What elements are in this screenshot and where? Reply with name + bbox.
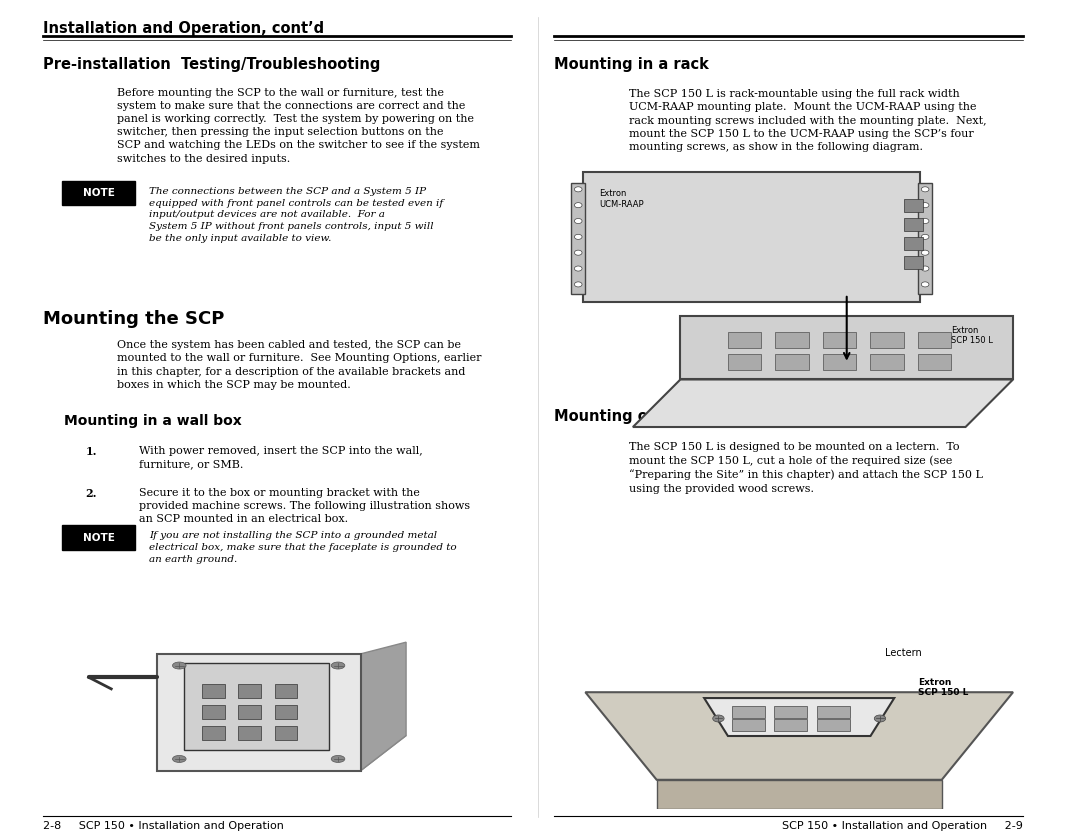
- Bar: [274, 706, 297, 719]
- Circle shape: [921, 203, 929, 208]
- FancyBboxPatch shape: [62, 525, 135, 550]
- Circle shape: [921, 234, 929, 239]
- Bar: [202, 726, 225, 741]
- Bar: [239, 706, 261, 719]
- Bar: [823, 332, 856, 348]
- Bar: [918, 332, 951, 348]
- Text: Extron
UCM-RAAP: Extron UCM-RAAP: [599, 189, 645, 208]
- Text: Mounting the SCP: Mounting the SCP: [42, 310, 224, 329]
- Circle shape: [713, 715, 724, 722]
- Bar: [728, 332, 761, 348]
- Bar: [239, 726, 261, 741]
- Text: Once the system has been cabled and tested, the SCP can be
mounted to the wall o: Once the system has been cabled and test…: [118, 340, 482, 389]
- FancyBboxPatch shape: [774, 720, 807, 731]
- FancyBboxPatch shape: [818, 706, 850, 717]
- Text: SCP 150 • Installation and Operation     2-9: SCP 150 • Installation and Operation 2-9: [782, 821, 1023, 831]
- Bar: [202, 684, 225, 698]
- FancyBboxPatch shape: [732, 706, 765, 717]
- Bar: [904, 198, 922, 212]
- FancyBboxPatch shape: [732, 720, 765, 731]
- Circle shape: [921, 250, 929, 255]
- Text: Before mounting the SCP to the wall or furniture, test the
system to make sure t: Before mounting the SCP to the wall or f…: [118, 88, 481, 163]
- Circle shape: [575, 266, 582, 271]
- Bar: [918, 354, 951, 370]
- Circle shape: [575, 219, 582, 224]
- Circle shape: [575, 282, 582, 287]
- Circle shape: [921, 187, 929, 192]
- Polygon shape: [361, 642, 406, 771]
- Circle shape: [173, 662, 186, 669]
- Text: With power removed, insert the SCP into the wall,
furniture, or SMB.: With power removed, insert the SCP into …: [138, 446, 422, 470]
- Text: 2.: 2.: [85, 488, 97, 499]
- Text: Extron
SCP 150 L: Extron SCP 150 L: [918, 677, 969, 697]
- Text: 2-8     SCP 150 • Installation and Operation: 2-8 SCP 150 • Installation and Operation: [42, 821, 283, 831]
- Text: Extron
SCP 150 L: Extron SCP 150 L: [951, 325, 994, 345]
- Bar: [904, 237, 922, 249]
- Bar: [823, 354, 856, 370]
- Polygon shape: [633, 379, 1013, 427]
- Text: Pre-installation  Testing/Troubleshooting: Pre-installation Testing/Troubleshooting: [42, 57, 380, 72]
- Text: The connections between the SCP and a System 5 IP
equipped with front panel cont: The connections between the SCP and a Sy…: [149, 187, 444, 243]
- Circle shape: [575, 234, 582, 239]
- Circle shape: [332, 662, 345, 669]
- FancyBboxPatch shape: [774, 706, 807, 717]
- Text: The SCP 150 L is rack-mountable using the full rack width
UCM-RAAP mounting plat: The SCP 150 L is rack-mountable using th…: [629, 89, 986, 152]
- Bar: [571, 183, 585, 294]
- Text: Lectern: Lectern: [885, 649, 921, 658]
- FancyBboxPatch shape: [184, 663, 329, 750]
- Bar: [870, 332, 904, 348]
- Text: If you are not installing the SCP into a grounded metal
electrical box, make sur: If you are not installing the SCP into a…: [149, 531, 457, 564]
- Polygon shape: [585, 692, 1013, 780]
- Text: 1.: 1.: [85, 446, 97, 457]
- Bar: [870, 354, 904, 370]
- Bar: [274, 684, 297, 698]
- Text: Secure it to the box or mounting bracket with the
provided machine screws. The f: Secure it to the box or mounting bracket…: [138, 488, 470, 525]
- Polygon shape: [157, 654, 361, 771]
- FancyBboxPatch shape: [818, 720, 850, 731]
- Text: The SCP 150 L is designed to be mounted on a lectern.  To
mount the SCP 150 L, c: The SCP 150 L is designed to be mounted …: [629, 442, 983, 494]
- Bar: [918, 183, 932, 294]
- Bar: [728, 354, 761, 370]
- Polygon shape: [680, 316, 1013, 379]
- Bar: [239, 684, 261, 698]
- Text: NOTE: NOTE: [83, 533, 114, 543]
- Bar: [202, 706, 225, 719]
- Polygon shape: [657, 780, 942, 809]
- Text: Mounting in a wall box: Mounting in a wall box: [64, 414, 242, 428]
- Bar: [775, 354, 809, 370]
- Bar: [274, 726, 297, 741]
- Circle shape: [575, 250, 582, 255]
- Circle shape: [921, 219, 929, 224]
- Bar: [904, 256, 922, 269]
- Polygon shape: [157, 736, 406, 771]
- Circle shape: [921, 282, 929, 287]
- FancyBboxPatch shape: [583, 172, 920, 302]
- Text: Mounting on a lectern: Mounting on a lectern: [554, 409, 737, 424]
- Circle shape: [875, 715, 886, 722]
- Circle shape: [575, 187, 582, 192]
- Text: Mounting in a rack: Mounting in a rack: [554, 57, 708, 72]
- Circle shape: [921, 266, 929, 271]
- Text: Installation and Operation, cont’d: Installation and Operation, cont’d: [42, 21, 324, 36]
- Circle shape: [575, 203, 582, 208]
- Bar: [775, 332, 809, 348]
- Polygon shape: [704, 698, 894, 736]
- Circle shape: [173, 756, 186, 762]
- Bar: [904, 218, 922, 230]
- Circle shape: [332, 756, 345, 762]
- FancyBboxPatch shape: [62, 181, 135, 205]
- Text: NOTE: NOTE: [83, 188, 114, 198]
